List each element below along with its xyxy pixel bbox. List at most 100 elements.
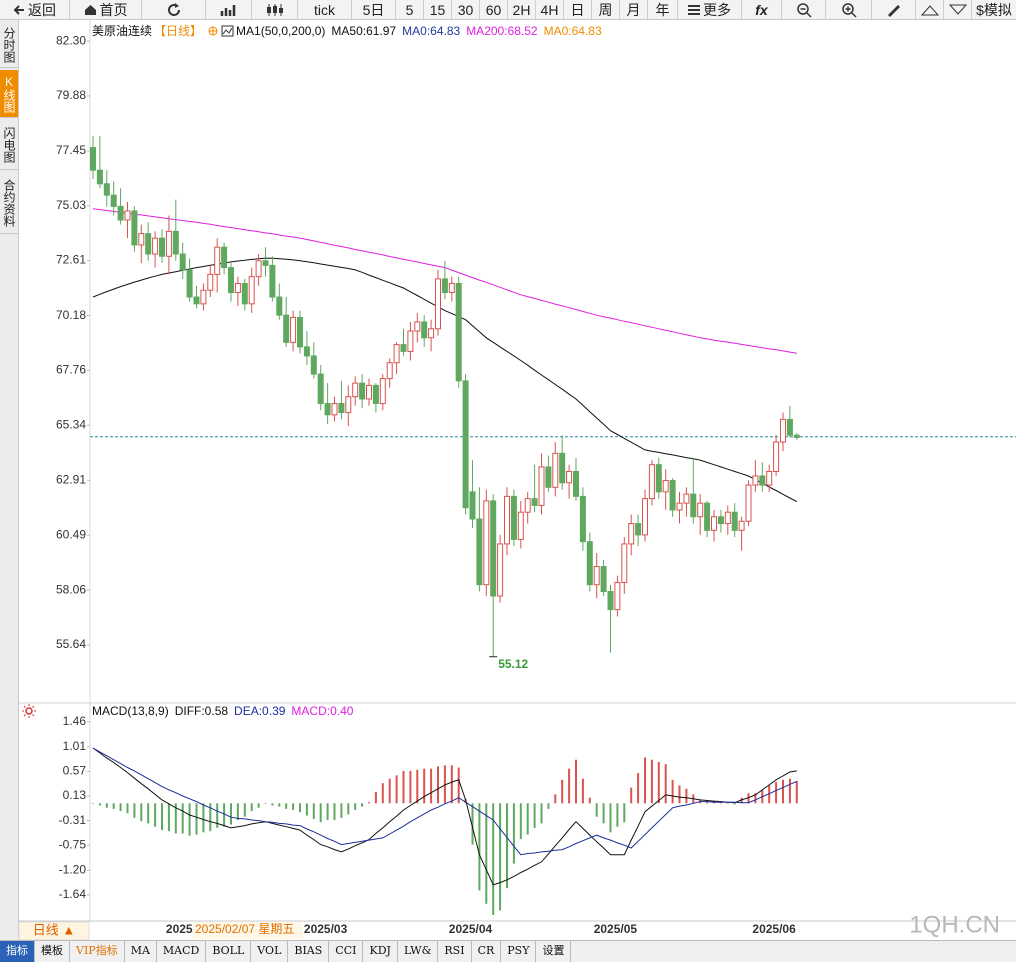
icon [920, 4, 939, 15]
candle-body [766, 470, 773, 486]
period-button[interactable]: tick [298, 0, 352, 19]
back-button[interactable]: 返回 [0, 0, 70, 19]
period-button[interactable]: 30 [452, 0, 480, 19]
period-button[interactable]: 日 [564, 0, 592, 19]
label: 4H [540, 1, 559, 18]
icon [841, 2, 857, 18]
bottom-tab[interactable]: CCI [329, 941, 364, 962]
y-tick-label: 72.61 [56, 253, 86, 267]
side-tab[interactable]: 合约资料 [0, 172, 18, 234]
side-tab[interactable]: K线图 [0, 70, 18, 118]
period-button[interactable]: 年 [648, 0, 678, 19]
formula-button[interactable]: fx [742, 0, 782, 19]
more-button[interactable]: 更多 [678, 0, 742, 19]
legend-item: DEA:0.39 [234, 704, 286, 718]
bottom-tab[interactable]: BIAS [288, 941, 330, 962]
simulate-button[interactable]: $模拟 [972, 0, 1016, 19]
label: 返回 [28, 1, 56, 18]
macd-bar [285, 803, 288, 809]
candle-button[interactable] [252, 0, 298, 19]
period-tab[interactable] [18, 921, 90, 941]
macd-bar [747, 793, 750, 804]
candle-body [614, 581, 621, 611]
bottom-tab[interactable]: CR [472, 941, 502, 962]
period-button[interactable]: 2H [508, 0, 536, 19]
period-button[interactable]: 15 [424, 0, 452, 19]
bottom-tab[interactable]: LW& [398, 941, 439, 962]
macd-bar [768, 785, 771, 804]
bottom-tab[interactable]: PSY [501, 941, 537, 962]
bottom-tab[interactable]: BOLL [206, 941, 252, 962]
label: 日 [570, 1, 585, 18]
period-button[interactable]: 月 [620, 0, 648, 19]
down-button[interactable] [944, 0, 972, 19]
candle-body [421, 321, 428, 339]
legend-item: MA200:68.52 [466, 23, 538, 38]
macd-bar [326, 803, 329, 821]
main-legend: 美原油连续 【日线】 MA1(50,0,200,0) MA50:61.97 MA0:64… [92, 22, 602, 39]
bottom-tab[interactable]: 指标 [0, 941, 35, 962]
chart-type-button[interactable] [206, 0, 252, 19]
candle-body [669, 480, 676, 511]
macd-bar [119, 803, 122, 812]
candle-body [386, 362, 393, 380]
bottom-tab[interactable]: RSI [438, 941, 472, 962]
bottom-tab[interactable]: MA [125, 941, 157, 962]
bottom-tab[interactable]: 模板 [35, 941, 70, 962]
zoom-out-button[interactable] [782, 0, 826, 19]
side-tab[interactable]: 分时图 [0, 22, 18, 68]
y-tick-label: 1.01 [63, 739, 87, 753]
period-button[interactable]: 5日 [352, 0, 396, 19]
home-button[interactable]: 首页 [70, 0, 142, 19]
side-tab[interactable]: 闪电图 [0, 120, 18, 170]
period-button[interactable]: 周 [592, 0, 620, 19]
macd-bar [602, 803, 605, 824]
candle-body [428, 328, 435, 339]
period-button[interactable]: 5 [396, 0, 424, 19]
candle-body [393, 344, 400, 364]
candle-body [448, 282, 455, 294]
macd-bar [547, 803, 550, 809]
macd-bar [430, 768, 433, 804]
bottom-tab[interactable]: KDJ [363, 941, 398, 962]
macd-bar [678, 785, 681, 804]
macd-bar [140, 803, 143, 822]
macd-bar [105, 803, 108, 808]
label: 周 [598, 1, 613, 18]
candle-body [579, 495, 586, 543]
y-tick-label: 77.45 [56, 143, 86, 157]
zoom-in-button[interactable] [826, 0, 872, 19]
candle-body [752, 475, 759, 486]
macd-bar [554, 794, 557, 804]
macd-bar [223, 803, 226, 827]
draw-button[interactable] [872, 0, 916, 19]
y-tick-label: -1.64 [59, 887, 87, 901]
macd-bar [581, 778, 584, 804]
legend-item: MA0:64.83 [543, 23, 602, 38]
macd-bar [92, 803, 94, 804]
candle-body [531, 498, 538, 506]
macd-bar [147, 803, 150, 824]
macd-bar [312, 803, 315, 819]
candle-body [103, 183, 110, 196]
macd-bar [588, 797, 591, 804]
bottom-tab[interactable]: VOL [251, 941, 289, 962]
bottom-tab[interactable]: 设置 [536, 941, 572, 962]
candle-body [207, 273, 214, 291]
period-button[interactable]: 4H [536, 0, 564, 19]
refresh-button[interactable] [142, 0, 206, 19]
macd-bar [347, 803, 350, 815]
bottom-tab[interactable]: MACD [157, 941, 207, 962]
macd-bar [443, 765, 446, 804]
period-button[interactable]: 60 [480, 0, 508, 19]
candle-body [435, 278, 441, 330]
macd-bar [788, 778, 791, 804]
macd-bar [657, 761, 660, 804]
candle-body [628, 523, 635, 545]
macd-bar [492, 803, 495, 915]
macd-bar [161, 803, 163, 831]
macd-bar [506, 803, 508, 889]
macd-bar [98, 803, 101, 806]
up-button[interactable] [916, 0, 944, 19]
bottom-tab[interactable]: VIP指标 [70, 941, 125, 962]
